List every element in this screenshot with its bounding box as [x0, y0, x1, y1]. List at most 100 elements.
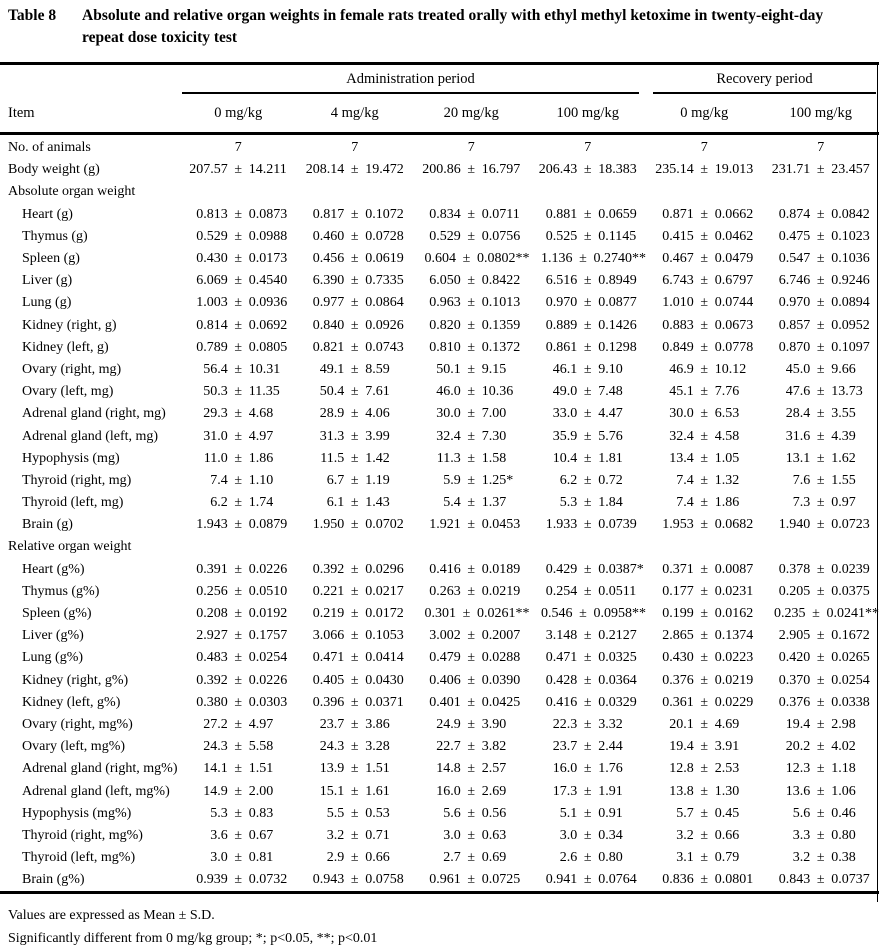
value-cell: 33.0 ±4.47 [530, 406, 647, 422]
plus-minus-sign: ± [467, 406, 476, 422]
plus-minus-sign: ± [234, 872, 243, 888]
sd-value: 0.0241** [826, 606, 879, 622]
mean-value: 0.814 [196, 317, 228, 333]
sd-value: 0.0479 [714, 251, 754, 267]
mean-value: 20.1 [669, 716, 694, 732]
mean-value: 10.4 [552, 450, 578, 466]
sd-value: 0.0265 [831, 650, 870, 666]
value-cell: 2.6 ±0.80 [530, 850, 647, 866]
header-bottom-rule [0, 132, 879, 135]
administration-period-header: Administration period [182, 65, 639, 94]
value-cell: 7.4 ±1.32 [646, 473, 763, 489]
table-row: Kidney (left, g) 0.789 ±0.0805 0.821 ±0.0743… [0, 337, 879, 359]
value-cell: 13.9 ±1.51 [297, 761, 414, 777]
mean-value: 22.7 [436, 739, 461, 755]
plus-minus-sign: ± [583, 339, 592, 355]
sd-value: 0.66 [714, 827, 740, 843]
plus-minus-sign: ± [350, 694, 359, 710]
row-label: Adrenal gland (right, mg) [22, 406, 166, 422]
mean-value: 0.415 [662, 228, 694, 244]
plus-minus-sign: ± [700, 805, 709, 821]
plus-minus-sign: ± [234, 827, 243, 843]
mean-value: 50.4 [319, 384, 345, 400]
value-cell: 3.002 ±0.2007 [413, 628, 530, 644]
sd-value: 0.0371 [365, 694, 404, 710]
plus-minus-sign: ± [816, 406, 825, 422]
sd-value: 0.0682 [714, 517, 754, 533]
mean-value: 0.416 [429, 561, 461, 577]
row-label: Adrenal gland (left, mg%) [22, 783, 170, 799]
sd-value: 0.0744 [714, 295, 754, 311]
mean-value: 0.199 [662, 606, 694, 622]
value-cell: 50.1 ±9.15 [413, 362, 530, 378]
value-cell: 32.4 ±7.30 [413, 429, 530, 445]
mean-value: 0.970 [545, 295, 578, 311]
plus-minus-sign: ± [700, 384, 709, 400]
plus-minus-sign: ± [816, 628, 825, 644]
plus-minus-sign: ± [700, 361, 709, 377]
row-label: Lung (g%) [22, 650, 84, 666]
sd-value: 0.0364 [598, 672, 637, 688]
plus-minus-sign: ± [467, 450, 476, 466]
table-caption: Absolute and relative organ weights in f… [82, 7, 824, 46]
sd-value: 2.44 [598, 739, 623, 755]
table-row: Lung (g) 1.003 ±0.0936 0.977 ±0.0864 0.963 ±0.… [0, 292, 879, 314]
plus-minus-sign: ± [583, 583, 592, 599]
mean-value: 12.3 [785, 761, 811, 777]
row-label: Kidney (left, g%) [22, 694, 121, 710]
value-cell: 7 [234, 140, 242, 156]
sd-value: 3.91 [714, 739, 740, 755]
mean-value: 20.2 [785, 739, 811, 755]
mean-value: 6.069 [196, 273, 228, 289]
sd-value: 0.0223 [714, 650, 754, 666]
value-cell: 22.3 ±3.32 [530, 717, 647, 733]
sd-value: 19.472 [365, 162, 404, 178]
table-row: Hypophysis (mg) 11.0 ±1.86 11.5 ±1.42 11.3 ±1.… [0, 448, 879, 470]
sd-value: 7.30 [481, 428, 507, 444]
mean-value: 24.3 [319, 739, 345, 755]
mean-value: 0.529 [429, 228, 461, 244]
sd-value: 0.8422 [481, 273, 521, 289]
mean-value: 31.3 [319, 428, 345, 444]
table-row: Thyroid (left, mg%) 3.0 ±0.81 2.9 ±0.66 2.7 ±0… [0, 847, 879, 869]
mean-value: 0.456 [312, 251, 345, 267]
mean-value: 0.392 [196, 672, 228, 688]
plus-minus-sign: ± [467, 428, 476, 444]
value-cell: 49.1 ±8.59 [297, 362, 414, 378]
sd-value: 2.53 [714, 761, 740, 777]
sd-value: 0.0219 [481, 583, 521, 599]
mean-value: 200.86 [422, 162, 461, 178]
value-cell: 10.4 ±1.81 [530, 451, 647, 467]
value-cell: 3.0 ±0.63 [413, 828, 530, 844]
mean-value: 2.9 [326, 850, 345, 866]
sd-value: 4.06 [365, 406, 390, 422]
sd-value: 4.68 [248, 406, 274, 422]
row-label: Liver (g%) [22, 628, 84, 644]
value-cell: 6.390 ±0.7335 [297, 273, 414, 289]
plus-minus-sign: ± [700, 628, 709, 644]
value-cell: 0.396 ±0.0371 [297, 695, 414, 711]
dose-header-admin-20: 20 mg/kg [443, 104, 499, 121]
plus-minus-sign: ± [583, 716, 592, 732]
value-cell: 14.8 ±2.57 [413, 761, 530, 777]
plus-minus-sign: ± [816, 384, 825, 400]
plus-minus-sign: ± [234, 384, 243, 400]
sd-value: 1.62 [831, 450, 856, 466]
value-cell: 0.376 ±0.0338 [763, 695, 879, 711]
plus-minus-sign: ± [234, 606, 243, 622]
value-cell: 7.6 ±1.55 [763, 473, 879, 489]
sd-value: 7.00 [481, 406, 507, 422]
value-cell: 208.14 ±19.472 [297, 162, 414, 178]
plus-minus-sign: ± [816, 583, 825, 599]
table-row: Ovary (left, mg%) 24.3 ±5.58 24.3 ±3.28 22.7 ±… [0, 736, 879, 758]
mean-value: 0.961 [429, 872, 461, 888]
value-cell: 5.9 ±1.25* [413, 473, 530, 489]
mean-value: 3.1 [676, 850, 694, 866]
mean-value: 5.5 [326, 805, 345, 821]
value-cell: 0.861 ±0.1298 [530, 340, 647, 356]
value-cell: 3.3 ±0.80 [763, 828, 879, 844]
mean-value: 29.3 [203, 406, 228, 422]
plus-minus-sign: ± [579, 251, 587, 267]
plus-minus-sign: ± [234, 650, 243, 666]
